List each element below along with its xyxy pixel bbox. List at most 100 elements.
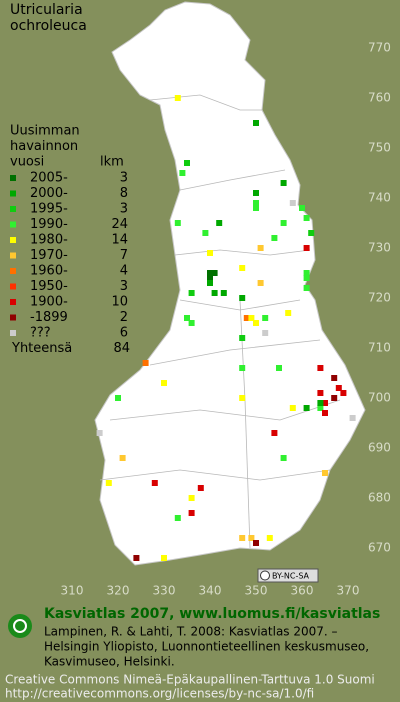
record-square xyxy=(303,405,310,411)
record-square xyxy=(280,220,287,226)
y-tick-label: 690 xyxy=(368,441,391,455)
legend-label: 1970- xyxy=(30,248,68,263)
record-square xyxy=(308,230,315,236)
legend-swatch xyxy=(10,175,16,181)
record-square xyxy=(220,290,227,296)
record-square xyxy=(289,200,296,206)
record-square xyxy=(262,315,269,321)
legend-heading: vuosi xyxy=(10,155,44,170)
y-tick-label: 770 xyxy=(368,41,391,55)
record-square xyxy=(317,390,324,396)
record-square xyxy=(119,455,126,461)
record-square xyxy=(257,245,264,251)
legend-swatch xyxy=(10,268,16,274)
record-square xyxy=(239,365,246,371)
legend-label: 2005- xyxy=(30,171,68,186)
record-square xyxy=(243,315,250,321)
legend-label: -1899 xyxy=(30,310,68,325)
record-square xyxy=(248,535,255,541)
legend-count: 3 xyxy=(120,202,128,217)
record-square xyxy=(303,275,310,281)
record-square xyxy=(151,480,158,486)
legend-swatch xyxy=(10,190,16,197)
legend-count: 3 xyxy=(120,171,128,186)
record-square xyxy=(142,360,149,366)
legend-total: 84 xyxy=(113,341,130,356)
license: http://creativecommons.org/licenses/by-n… xyxy=(5,687,314,701)
title: ochroleuca xyxy=(10,18,87,34)
legend-count: 4 xyxy=(120,264,128,279)
record-square xyxy=(317,405,324,411)
legend-swatch xyxy=(10,283,16,290)
record-square xyxy=(174,220,181,226)
legend-label: 1980- xyxy=(30,233,68,248)
record-square xyxy=(262,330,269,336)
record-square xyxy=(239,295,246,301)
license-badge-text: BY-NC-SA xyxy=(272,572,310,581)
record-square xyxy=(253,540,259,546)
legend-count: 14 xyxy=(111,233,128,248)
x-tick-label: 370 xyxy=(337,584,360,598)
record-square xyxy=(340,390,347,396)
y-tick-label: 680 xyxy=(368,491,391,505)
record-square xyxy=(322,400,328,406)
record-square xyxy=(303,270,310,276)
legend-count: 3 xyxy=(120,279,128,294)
record-square xyxy=(299,205,305,211)
y-tick-label: 750 xyxy=(368,141,391,155)
record-square xyxy=(207,270,213,276)
legend-count: 2 xyxy=(120,310,128,325)
record-square xyxy=(239,335,246,341)
logo-spiral xyxy=(13,619,27,633)
y-tick-label: 710 xyxy=(368,341,391,355)
record-square xyxy=(188,510,195,516)
legend-heading: Uusimman xyxy=(10,124,80,139)
badge: BY-NC-SA xyxy=(257,568,319,583)
record-square xyxy=(207,250,213,256)
record-square xyxy=(289,405,296,411)
record-square xyxy=(253,200,259,206)
legend-count: 8 xyxy=(120,186,128,201)
legend-count: 6 xyxy=(120,326,128,341)
record-square xyxy=(184,160,190,166)
legend-count: 24 xyxy=(111,217,128,232)
record-square xyxy=(253,120,259,126)
legend-label: 1900- xyxy=(30,295,68,310)
record-square xyxy=(188,290,195,296)
site: Kasviatlas 2007, www.luomus.fi/kasviatla… xyxy=(44,606,380,622)
record-square xyxy=(239,395,246,401)
record-square xyxy=(303,215,310,221)
x-tick-label: 350 xyxy=(245,584,268,598)
record-square xyxy=(207,275,213,281)
legend-label: 1990- xyxy=(30,217,68,232)
record-square xyxy=(161,555,167,561)
legend-label: 1950- xyxy=(30,279,68,294)
record-square xyxy=(331,375,338,381)
record-square xyxy=(211,270,218,276)
license-badge xyxy=(257,568,319,583)
record-square xyxy=(280,180,287,186)
record-square xyxy=(322,470,328,476)
y-tick-label: 720 xyxy=(368,291,391,305)
title: Utricularia xyxy=(10,2,83,18)
legend-swatch xyxy=(10,221,16,228)
record-square xyxy=(174,515,181,521)
legend-swatch xyxy=(10,299,16,305)
legend-label: 1960- xyxy=(30,264,68,279)
record-square xyxy=(271,235,278,241)
record-square xyxy=(349,415,356,421)
record-square xyxy=(179,170,186,176)
record-square xyxy=(115,395,121,401)
y-tick-label: 760 xyxy=(368,91,391,105)
citation: Helsingin Yliopisto, Luonnontieteellinen… xyxy=(44,640,369,654)
record-square xyxy=(317,365,324,371)
record-square xyxy=(317,400,324,406)
legend-count: 10 xyxy=(111,295,128,310)
citation: Lampinen, R. & Lahti, T. 2008: Kasviatla… xyxy=(44,625,338,639)
legend-swatch xyxy=(10,252,16,259)
record-square xyxy=(266,535,273,541)
citation: Kasvimuseo, Helsinki. xyxy=(44,655,175,669)
x-tick-label: 320 xyxy=(107,584,130,598)
